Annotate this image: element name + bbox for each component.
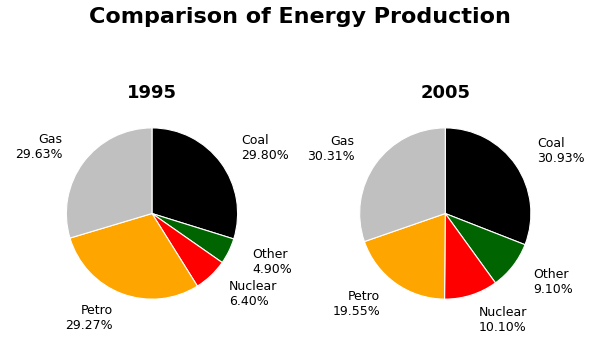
Title: 2005: 2005 [420, 84, 470, 102]
Text: Coal
29.80%: Coal 29.80% [242, 134, 289, 162]
Wedge shape [359, 128, 445, 241]
Wedge shape [67, 128, 152, 238]
Title: 1995: 1995 [127, 84, 177, 102]
Text: Petro
29.27%: Petro 29.27% [65, 304, 113, 332]
Text: Other
9.10%: Other 9.10% [533, 268, 573, 295]
Wedge shape [152, 128, 238, 239]
Text: Gas
30.31%: Gas 30.31% [307, 135, 355, 163]
Text: Nuclear
6.40%: Nuclear 6.40% [229, 280, 277, 308]
Wedge shape [152, 213, 222, 286]
Wedge shape [445, 213, 496, 299]
Wedge shape [364, 213, 445, 299]
Wedge shape [152, 213, 234, 262]
Wedge shape [70, 213, 197, 299]
Text: Petro
19.55%: Petro 19.55% [332, 290, 380, 318]
Text: Coal
30.93%: Coal 30.93% [537, 137, 585, 165]
Text: Gas
29.63%: Gas 29.63% [15, 133, 63, 161]
Text: Comparison of Energy Production: Comparison of Energy Production [89, 7, 511, 27]
Text: Other
4.90%: Other 4.90% [252, 249, 292, 277]
Text: Nuclear
10.10%: Nuclear 10.10% [479, 306, 527, 334]
Wedge shape [445, 213, 525, 283]
Wedge shape [445, 128, 531, 245]
